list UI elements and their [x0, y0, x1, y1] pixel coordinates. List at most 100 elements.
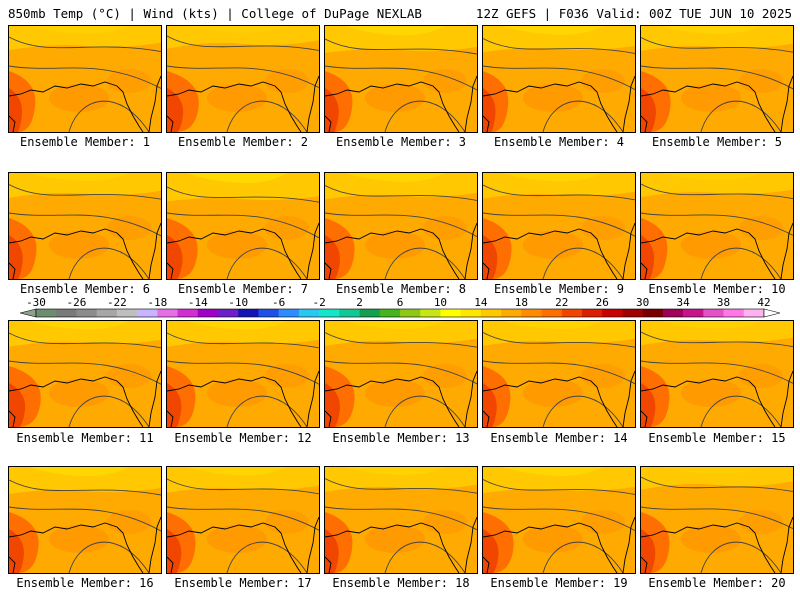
- legend-color-swatch: [642, 309, 664, 317]
- ensemble-member-map: [8, 320, 162, 428]
- legend-color-swatch: [379, 309, 401, 317]
- legend-color-swatch: [36, 309, 57, 317]
- legend-tick-label: 22: [555, 296, 568, 309]
- ensemble-member-label: Ensemble Member: 4: [493, 135, 625, 149]
- legend-tick-label: -18: [147, 296, 167, 309]
- legend-min-arrow: [19, 308, 37, 318]
- legend-color-swatch: [400, 309, 421, 317]
- legend-tick-label: 26: [596, 296, 609, 309]
- legend-tick-label: -6: [272, 296, 285, 309]
- ensemble-member-map: [166, 320, 320, 428]
- legend-tick-label: 34: [676, 296, 690, 309]
- ensemble-member-map: [324, 25, 478, 133]
- ensemble-member-label: Ensemble Member: 1: [19, 135, 151, 149]
- ensemble-member-label: Ensemble Member: 2: [177, 135, 309, 149]
- ensemble-member-map: [8, 172, 162, 280]
- ensemble-member-label: Ensemble Member: 17: [174, 576, 312, 590]
- legend-color-swatch: [116, 309, 138, 317]
- legend-color-swatch: [440, 309, 461, 317]
- legend-tick-label: 30: [636, 296, 649, 309]
- legend-tick-label: 14: [474, 296, 488, 309]
- legend-max-arrow: [763, 308, 781, 318]
- ensemble-member-label: Ensemble Member: 15: [648, 431, 786, 445]
- ensemble-member-label: Ensemble Member: 16: [16, 576, 154, 590]
- legend-color-swatch: [703, 309, 724, 317]
- ensemble-member-map: [482, 172, 636, 280]
- legend-color-swatch: [359, 309, 381, 317]
- legend-tick-label: -30: [26, 296, 46, 309]
- ensemble-member-map: [482, 25, 636, 133]
- ensemble-member-label: Ensemble Member: 18: [332, 576, 470, 590]
- ensemble-member-label: Ensemble Member: 13: [332, 431, 470, 445]
- ensemble-member-map: [640, 25, 794, 133]
- legend-color-swatch: [501, 309, 522, 317]
- legend-color-swatch: [76, 309, 97, 317]
- legend-color-swatch: [561, 309, 583, 317]
- ensemble-member-map: [166, 25, 320, 133]
- legend-color-swatch: [743, 309, 765, 317]
- ensemble-member-label: Ensemble Member: 12: [174, 431, 312, 445]
- legend-tick-label: -22: [107, 296, 127, 309]
- legend-color-swatch: [96, 309, 118, 317]
- ensemble-member-map: [640, 320, 794, 428]
- ensemble-member-label: Ensemble Member: 5: [651, 135, 783, 149]
- ensemble-member-map: [8, 25, 162, 133]
- legend-color-swatch: [298, 309, 320, 317]
- ensemble-member-label: Ensemble Member: 3: [335, 135, 467, 149]
- legend-tick-label: -26: [67, 296, 87, 309]
- legend-tick-label: 10: [434, 296, 447, 309]
- legend-color-swatch: [56, 309, 77, 317]
- ensemble-member-map: [482, 466, 636, 574]
- legend-color-swatch: [662, 309, 684, 317]
- legend-color-swatch: [197, 309, 219, 317]
- ensemble-member-map: [482, 320, 636, 428]
- legend-color-swatch: [177, 309, 199, 317]
- legend-color-swatch: [521, 309, 542, 317]
- ensemble-member-map: [324, 172, 478, 280]
- ensemble-member-label: Ensemble Member: 7: [177, 282, 309, 296]
- legend-color-swatch: [238, 309, 259, 317]
- legend-tick-label: -10: [228, 296, 248, 309]
- ensemble-member-map: [324, 466, 478, 574]
- legend-color-swatch: [480, 309, 502, 317]
- ensemble-member-label: Ensemble Member: 9: [493, 282, 625, 296]
- ensemble-member-label: Ensemble Member: 10: [648, 282, 786, 296]
- temperature-color-legend: -30 -26 -22 -18 -14 -10 -6 -2 2 6 10 14 18 22 26 30 34 38…: [19, 296, 781, 318]
- chart-title: 850mb Temp (°C) | Wind (kts) | College o…: [8, 6, 422, 21]
- legend-color-swatch: [723, 309, 745, 317]
- ensemble-member-label: Ensemble Member: 20: [648, 576, 786, 590]
- legend-tick-label: -14: [188, 296, 208, 309]
- legend-color-swatch: [602, 309, 623, 317]
- legend-tick-label: 42: [757, 296, 770, 309]
- ensemble-member-map: [166, 466, 320, 574]
- ensemble-member-label: Ensemble Member: 6: [19, 282, 151, 296]
- legend-color-swatch: [137, 309, 158, 317]
- ensemble-member-map: [166, 172, 320, 280]
- legend-color-swatch: [460, 309, 482, 317]
- legend-tick-label: -2: [312, 296, 325, 309]
- legend-tick-label: 2: [356, 296, 363, 309]
- legend-color-swatch: [582, 309, 603, 317]
- ensemble-member-label: Ensemble Member: 19: [490, 576, 628, 590]
- run-valid-time: 12Z GEFS | F036 Valid: 00Z TUE JUN 10 20…: [475, 6, 792, 21]
- legend-color-swatch: [541, 309, 563, 317]
- legend-tick-label: 38: [717, 296, 730, 309]
- legend-color-swatch: [278, 309, 300, 317]
- legend-color-swatch: [622, 309, 643, 317]
- ensemble-member-map: [640, 172, 794, 280]
- legend-color-swatch: [683, 309, 704, 317]
- legend-color-swatch: [157, 309, 178, 317]
- legend-tick-label: 18: [515, 296, 528, 309]
- legend-color-swatch: [420, 309, 441, 317]
- legend-tick-label: 6: [397, 296, 404, 309]
- legend-color-swatch: [258, 309, 279, 317]
- ensemble-member-label: Ensemble Member: 11: [16, 431, 154, 445]
- legend-color-swatch: [319, 309, 340, 317]
- ensemble-member-map: [640, 466, 794, 574]
- ensemble-member-map: [324, 320, 478, 428]
- legend-color-swatch: [339, 309, 360, 317]
- ensemble-member-label: Ensemble Member: 14: [490, 431, 628, 445]
- ensemble-member-map: [8, 466, 162, 574]
- legend-color-swatch: [218, 309, 239, 317]
- ensemble-member-label: Ensemble Member: 8: [335, 282, 467, 296]
